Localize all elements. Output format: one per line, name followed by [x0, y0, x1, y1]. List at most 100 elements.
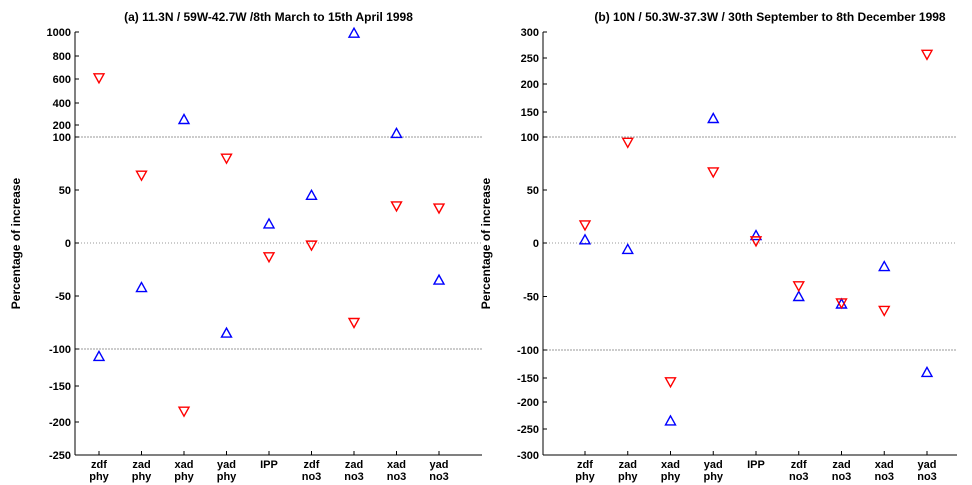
- y-tick-label: -250: [49, 450, 71, 462]
- y-tick-label: -100: [517, 345, 539, 357]
- marker-down-0: [92, 73, 106, 85]
- marker-up-2: [177, 113, 191, 125]
- y-tick-label: 200: [521, 79, 539, 91]
- x-tick-label: zdf: [304, 459, 320, 471]
- y-tick-label: 250: [521, 53, 539, 65]
- marker-up-0: [578, 233, 592, 245]
- x-tick-label-sub: phy: [217, 471, 237, 483]
- marker-down-4: [749, 236, 763, 248]
- x-tick-label-sub: no3: [832, 471, 852, 483]
- x-tick-label: zad: [832, 459, 850, 471]
- marker-down-1: [135, 170, 148, 182]
- y-tick-label: -200: [49, 417, 71, 429]
- x-tick-label-sub: no3: [917, 471, 937, 483]
- y-tick-label: 0: [533, 238, 539, 250]
- y-tick-label: 400: [53, 98, 71, 110]
- y-tick-label: 800: [53, 51, 71, 63]
- y-tick-label: -300: [517, 450, 539, 462]
- x-tick-label-sub: phy: [89, 471, 109, 483]
- x-tick-label: zdf: [577, 459, 593, 471]
- marker-down-8: [432, 203, 446, 215]
- marker-up-7: [878, 260, 891, 272]
- x-tick-label: xad: [387, 459, 406, 471]
- marker-up-2: [664, 414, 677, 426]
- marker-up-3: [707, 112, 720, 124]
- marker-up-1: [135, 281, 148, 293]
- x-tick-label: zad: [132, 459, 150, 471]
- marker-down-2: [177, 406, 191, 418]
- x-tick-label-sub: phy: [132, 471, 152, 483]
- marker-up-1: [621, 242, 634, 255]
- x-tick-label: yad: [217, 459, 236, 471]
- x-tick-label: IPP: [747, 459, 765, 471]
- y-tick-label: -150: [49, 381, 71, 393]
- y-tick-label: -50: [523, 292, 539, 304]
- y-axis-label: Percentage of increase: [479, 177, 493, 309]
- x-tick-label-sub: no3: [344, 471, 364, 483]
- x-tick-label: IPP: [260, 459, 278, 471]
- y-tick-label: 150: [521, 107, 539, 119]
- y-tick-label: 600: [53, 74, 71, 86]
- marker-down-3: [220, 153, 233, 165]
- y-tick-label: 50: [59, 185, 71, 197]
- chart-title: (b) 10N / 50.3W-37.3W / 30th September t…: [594, 10, 946, 24]
- y-tick-label: 50: [527, 185, 539, 197]
- x-tick-label-sub: no3: [429, 471, 449, 483]
- marker-down-6: [835, 298, 848, 310]
- x-tick-label: zdf: [91, 459, 107, 471]
- x-tick-label: xad: [875, 459, 894, 471]
- y-tick-label: -100: [49, 344, 71, 356]
- x-tick-label-sub: phy: [174, 471, 194, 483]
- y-axis-label: Percentage of increase: [9, 177, 23, 309]
- y-tick-label: -50: [55, 291, 71, 303]
- x-tick-label: zdf: [791, 459, 807, 471]
- marker-down-1: [621, 137, 634, 149]
- marker-up-4: [262, 217, 276, 229]
- x-tick-label: yad: [918, 459, 937, 471]
- y-tick-label: 300: [521, 27, 539, 39]
- x-tick-label-sub: phy: [618, 471, 638, 483]
- x-tick-label: xad: [661, 459, 680, 471]
- marker-down-0: [578, 220, 592, 232]
- x-tick-label-sub: no3: [789, 471, 809, 483]
- marker-down-7: [390, 201, 403, 213]
- y-tick-label: 0: [65, 238, 71, 250]
- marker-up-3: [220, 326, 233, 338]
- x-tick-label-sub: phy: [703, 471, 723, 483]
- y-tick-label: -150: [517, 373, 539, 385]
- marker-down-5: [792, 281, 805, 293]
- y-tick-label: 100: [521, 132, 539, 144]
- marker-up-8: [432, 273, 446, 285]
- marker-down-7: [878, 305, 891, 317]
- marker-up-5: [792, 290, 805, 302]
- marker-down-4: [262, 252, 276, 264]
- marker-up-8: [920, 365, 934, 378]
- marker-down-3: [707, 167, 720, 179]
- y-tick-label: -200: [517, 397, 539, 409]
- marker-up-4: [749, 229, 763, 241]
- chart-title: (a) 11.3N / 59W-42.7W /8th March to 15th…: [124, 10, 413, 24]
- marker-down-5: [305, 240, 318, 252]
- marker-up-6: [347, 26, 361, 38]
- y-tick-label: 200: [53, 120, 71, 132]
- x-tick-label-sub: phy: [575, 471, 595, 483]
- x-tick-label-sub: no3: [302, 471, 322, 483]
- marker-down-2: [664, 377, 677, 389]
- x-tick-label: xad: [175, 459, 194, 471]
- marker-up-5: [305, 188, 318, 201]
- chart-panel-a: (a) 11.3N / 59W-42.7W /8th March to 15th…: [9, 10, 482, 483]
- x-tick-label-sub: no3: [387, 471, 407, 483]
- x-tick-label: zad: [619, 459, 637, 471]
- x-tick-label: yad: [704, 459, 723, 471]
- marker-down-6: [347, 317, 361, 329]
- x-tick-label: zad: [345, 459, 363, 471]
- y-tick-label: -250: [517, 424, 539, 436]
- marker-down-8: [920, 49, 934, 61]
- y-tick-label: 100: [53, 132, 71, 144]
- marker-up-7: [390, 126, 403, 139]
- x-tick-label-sub: no3: [874, 471, 894, 483]
- x-tick-label-sub: phy: [661, 471, 681, 483]
- chart-panel-b: (b) 10N / 50.3W-37.3W / 30th September t…: [479, 10, 957, 483]
- x-tick-label: yad: [430, 459, 449, 471]
- y-tick-label: 1000: [47, 27, 71, 39]
